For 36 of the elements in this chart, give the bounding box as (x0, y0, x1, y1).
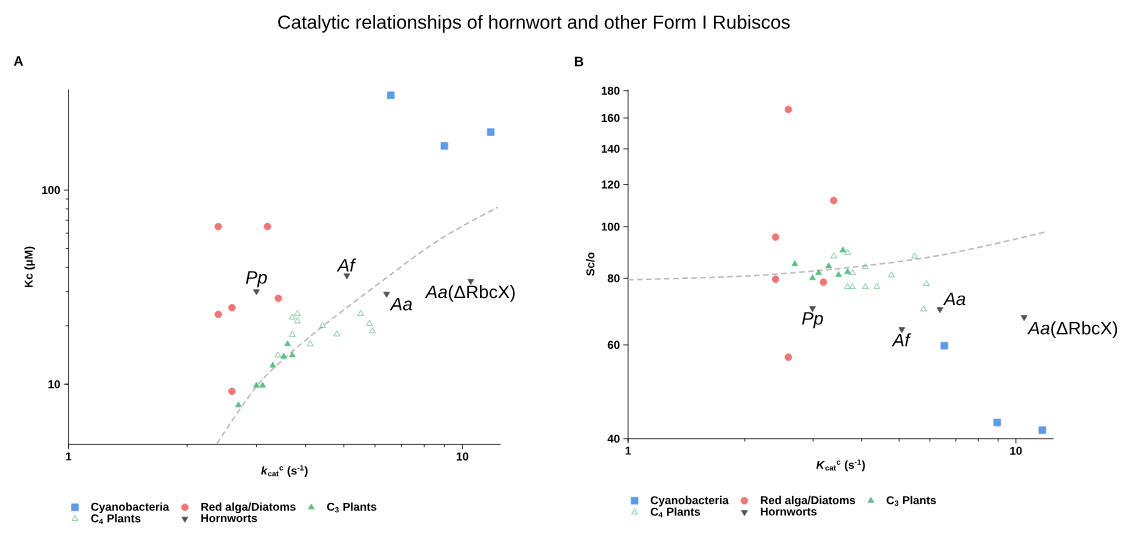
legend-label: Red alga/Diatoms (760, 495, 856, 507)
chart-title: B (574, 56, 584, 67)
y-tick-label: 100 (601, 222, 620, 231)
annotation: Aa(ΔRbcX) (1027, 321, 1118, 339)
annotation: Pp (245, 271, 267, 288)
text: Catalytic relationships of hornwort and other Form I Rubiscos (278, 14, 790, 33)
x-tick-label: 1 (66, 452, 72, 461)
annotation: Aa (943, 292, 966, 306)
x-axis-title: k$_{cat}$$^{c}$ (s$^{-1}$) (261, 465, 308, 477)
annotation: Af (336, 258, 357, 272)
legend-label: C$_{3}$ Plants (327, 502, 377, 513)
y-tick-label: 180 (601, 86, 620, 95)
legend-label: C$_{4}$ Plants (650, 507, 701, 518)
chart-title: A (13, 56, 24, 66)
annotation: Pp (802, 312, 823, 329)
legend-label: Hornworts (201, 514, 258, 523)
y-tick-label: 140 (601, 144, 620, 153)
legend-label: C$_{3}$ Plants (886, 495, 936, 506)
legend-label: Red alga/Diatoms (201, 502, 296, 514)
legend-label: Hornworts (760, 507, 817, 516)
legend-label: C$_{4}$ Plants (91, 514, 141, 524)
annotation: Af (891, 333, 912, 347)
legend-label: Cyanobacteria (650, 495, 729, 507)
y-axis-title: Sc/o (586, 252, 595, 276)
annotation: Aa (389, 297, 412, 311)
y-tick-label: 60 (607, 340, 620, 349)
y-axis-title: Kc (μM) (24, 246, 35, 288)
x-axis-title: K$_{cat}$$^{c}$ (s$^{-1}$) (816, 459, 865, 472)
y-tick-label: 40 (607, 434, 620, 443)
y-tick-label: 160 (601, 113, 620, 122)
y-tick-label: 100 (42, 186, 60, 195)
y-tick-label: 120 (601, 180, 620, 189)
x-tick-label: 1 (625, 446, 631, 455)
annotation: Aa(ΔRbcX) (424, 285, 515, 302)
y-tick-label: 80 (607, 274, 620, 283)
legend-label: Cyanobacteria (91, 502, 170, 514)
